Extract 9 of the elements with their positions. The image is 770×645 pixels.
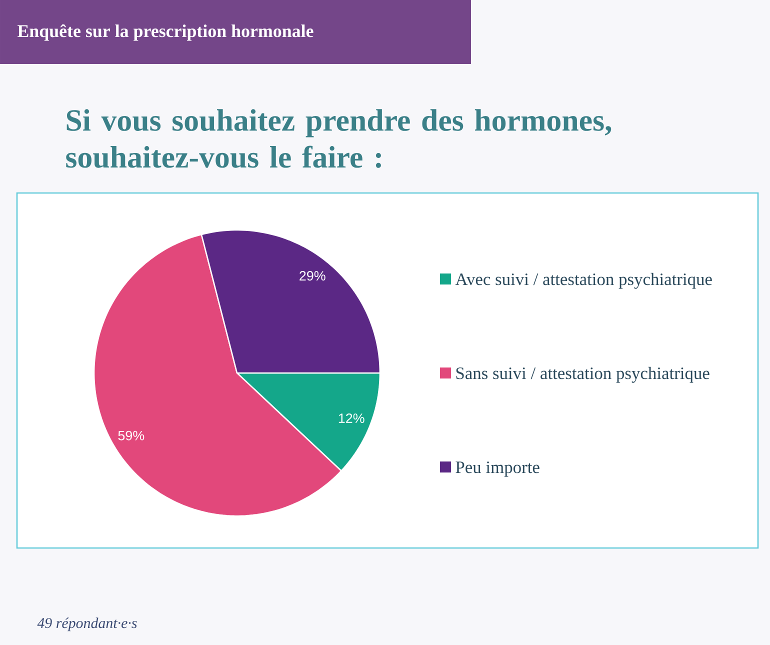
data-label: 12% [338, 414, 364, 423]
legend-label: Peu importe [456, 461, 540, 477]
legend-label: Sans suivi / attestation psychiatrique [456, 366, 710, 383]
text: Enquête sur la prescription hormonale [18, 24, 314, 41]
text: 49 répondant·e·s [37, 618, 137, 632]
legend-label: Avec suivi / attestation psychiatrique [455, 272, 712, 289]
chart-title: Si vous souhaitez prendre des hormones, souhaitez-vous le faire : [66, 109, 612, 168]
data-label: 59% [118, 430, 144, 440]
data-label: 29% [300, 271, 326, 281]
